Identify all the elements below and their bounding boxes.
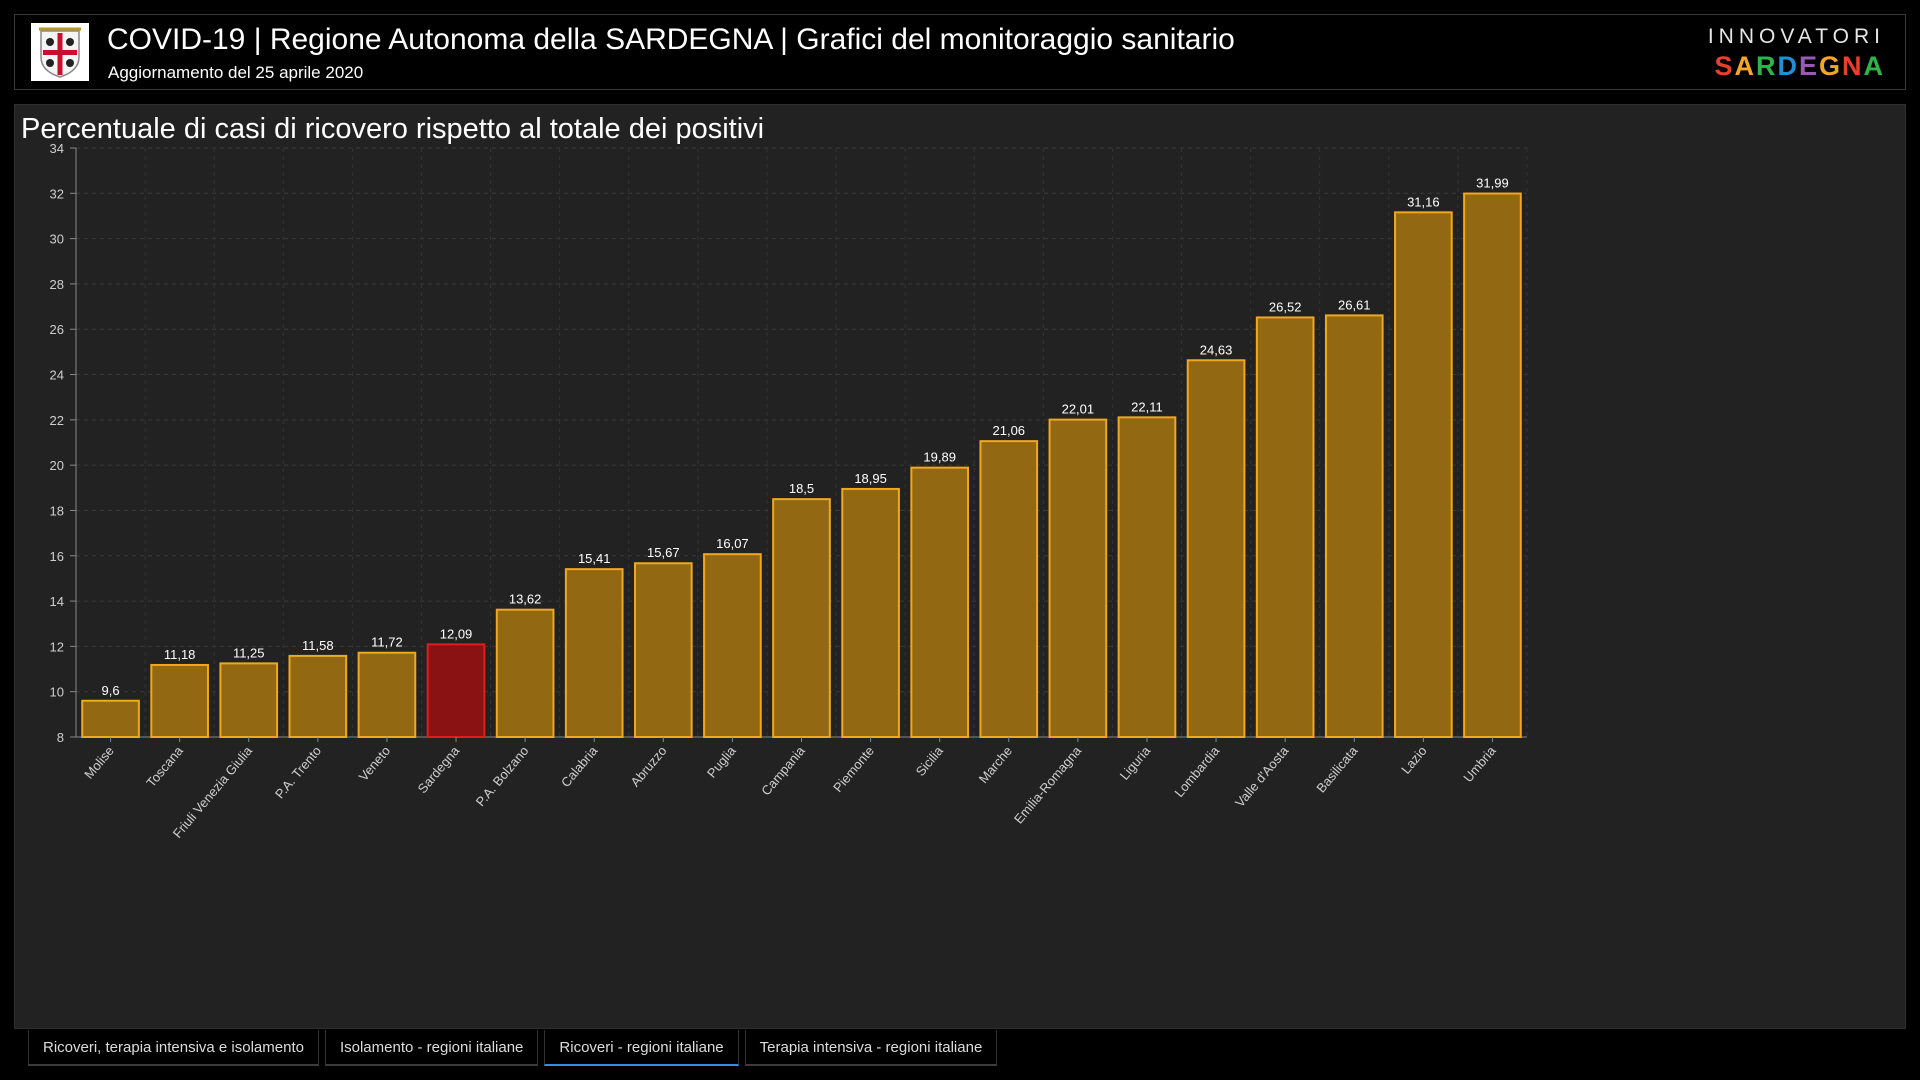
data-label: 9,6 [102, 683, 120, 698]
bar-lazio [1394, 211, 1453, 739]
chart-panel: Percentuale di casi di ricovero rispetto… [14, 104, 1906, 1029]
sardinia-coat-of-arms-icon [31, 23, 89, 81]
bar-emilia-romagna [1048, 418, 1108, 738]
brand-letter: R [1755, 51, 1778, 81]
chart-title: Percentuale di casi di ricovero rispetto… [21, 113, 765, 145]
tab-3[interactable]: Terapia intensiva - regioni italiane [744, 1030, 998, 1066]
brand-letter: N [1842, 51, 1864, 81]
data-label: 11,18 [164, 647, 196, 662]
data-label: 22,01 [1062, 402, 1095, 417]
data-label: 15,67 [647, 545, 680, 560]
y-tick-label: 22 [50, 413, 64, 428]
bar-toscana [150, 663, 209, 738]
y-tick-label: 8 [57, 730, 64, 745]
data-label: 18,95 [854, 471, 887, 486]
data-label: 19,89 [923, 450, 956, 465]
tab-bar: Ricoveri, terapia intensiva e isolamento… [28, 1030, 998, 1066]
x-tick-label: Molise [81, 743, 117, 781]
bar-puglia [703, 553, 762, 739]
data-label: 11,72 [371, 635, 403, 650]
bar-calabria [564, 568, 624, 739]
brand-letter: E [1798, 51, 1819, 81]
x-tick-label: P.A. Bolzano [473, 743, 532, 809]
brand-letter: S [1714, 51, 1735, 81]
y-tick-label: 16 [50, 549, 64, 564]
x-tick-label: P.A. Trento [272, 743, 324, 801]
y-tick-label: 10 [50, 685, 64, 700]
bar-lombardia [1186, 359, 1246, 738]
x-tick-label: Marche [976, 743, 1015, 786]
data-label: 26,61 [1338, 297, 1371, 312]
bar-p-a-bolzano [495, 608, 555, 739]
y-tick-label: 12 [50, 639, 64, 654]
tab-2[interactable]: Ricoveri - regioni italiane [544, 1030, 739, 1066]
data-label: 12,09 [440, 626, 473, 641]
bar-abruzzo [633, 562, 693, 738]
x-tick-label: Lombardia [1171, 743, 1222, 800]
x-tick-label: Calabria [558, 743, 601, 790]
tab-0[interactable]: Ricoveri, terapia intensiva e isolamento [28, 1030, 319, 1066]
x-tick-label: Toscana [143, 743, 186, 790]
data-label: 31,99 [1476, 176, 1509, 191]
y-tick-label: 14 [50, 594, 64, 609]
bar-liguria [1117, 416, 1177, 738]
x-tick-label: Veneto [356, 743, 394, 784]
data-label: 21,06 [993, 423, 1026, 438]
brand-letter: G [1818, 51, 1842, 81]
brand-name-top: INNOVATORI [1707, 25, 1885, 48]
data-label: 11,25 [233, 645, 265, 660]
update-date: Aggiornamento del 25 aprile 2020 [108, 63, 364, 82]
y-tick-label: 26 [50, 322, 64, 337]
x-tick-label: Umbria [1460, 743, 1499, 785]
bar-friuli-venezia-giulia [219, 662, 279, 738]
data-label: 26,52 [1269, 299, 1302, 314]
y-tick-label: 30 [50, 232, 64, 247]
bar-veneto [357, 651, 417, 739]
x-tick-label: Friuli Venezia Giulia [170, 743, 256, 841]
bar-chart: 8 10 12 14 16 18 20 22 24 26 28 30 32 34 9,6 Molise 11,1… [50, 141, 1528, 841]
bar-basilicata [1324, 314, 1384, 738]
data-label: 22,11 [1131, 399, 1163, 414]
tab-1[interactable]: Isolamento - regioni italiane [324, 1030, 539, 1066]
brand-letter: A [1734, 51, 1756, 81]
brand-letter: A [1863, 51, 1885, 81]
y-tick-label: 34 [50, 141, 64, 156]
x-tick-label: Campania [758, 743, 808, 799]
bar-umbria [1463, 192, 1522, 738]
bar-valle-d-aosta [1255, 316, 1315, 738]
x-tick-label: Piemonte [830, 743, 877, 795]
y-tick-label: 32 [50, 186, 64, 201]
bar-sardegna [426, 643, 486, 738]
x-tick-label: Emilia-Romagna [1011, 743, 1085, 827]
bar-molise [81, 699, 140, 738]
x-tick-label: Valle d'Aosta [1232, 743, 1292, 810]
data-label: 24,63 [1200, 342, 1233, 357]
data-label: 13,62 [509, 592, 542, 607]
brand-name-bottom: SARDEGNA [1714, 51, 1885, 82]
y-tick-label: 24 [50, 368, 64, 383]
x-tick-label: Sicilia [913, 743, 947, 779]
data-label: 18,5 [789, 481, 814, 496]
x-tick-label: Abruzzo [627, 743, 669, 789]
bar-marche [979, 440, 1039, 738]
page-title: COVID-19 | Regione Autonoma della SARDEG… [107, 23, 1235, 56]
bar-p-a-trento [288, 654, 348, 738]
data-label: 16,07 [716, 536, 749, 551]
bar-piemonte [841, 487, 900, 739]
x-tick-label: Sardegna [415, 743, 463, 796]
bar-sicilia [910, 466, 970, 738]
y-tick-label: 20 [50, 458, 64, 473]
bar-campania [772, 498, 831, 738]
data-label: 11,58 [302, 638, 334, 653]
data-label: 15,41 [578, 551, 611, 566]
x-tick-label: Puglia [704, 743, 739, 781]
x-tick-label: Lazio [1398, 743, 1429, 776]
y-tick-label: 28 [50, 277, 64, 292]
x-tick-label: Liguria [1117, 743, 1154, 783]
brand-letter: D [1777, 51, 1799, 81]
data-label: 31,16 [1407, 194, 1440, 209]
y-tick-label: 18 [50, 503, 64, 518]
x-tick-label: Basilicata [1313, 743, 1361, 796]
dashboard-header: COVID-19 | Regione Autonoma della SARDEG… [14, 14, 1906, 90]
